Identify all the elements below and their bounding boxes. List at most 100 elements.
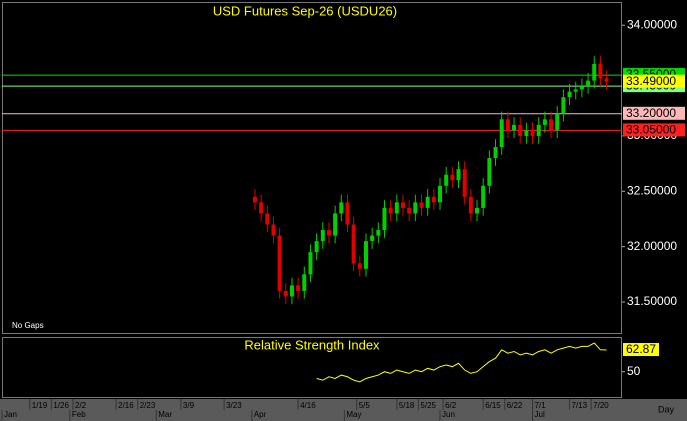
- candle-body: [425, 196, 430, 208]
- candle-body: [598, 63, 603, 79]
- month-tick-label: Jul: [535, 410, 545, 419]
- candle-body: [567, 91, 572, 98]
- candle-body: [518, 124, 523, 136]
- x-unit-label: Day: [658, 404, 675, 414]
- candle-body: [499, 119, 504, 148]
- x-tick-label: 1/26: [53, 401, 69, 410]
- candle-body: [333, 213, 338, 236]
- candle-body: [586, 80, 591, 87]
- candle-body: [549, 119, 554, 131]
- candle-body: [456, 169, 461, 181]
- candle-body: [351, 224, 356, 264]
- candle-body: [382, 207, 387, 231]
- x-tick-label: 5/18: [399, 401, 415, 410]
- month-tick-label: Jan: [4, 410, 17, 419]
- date-axis-band: [0, 399, 687, 421]
- candle-body: [475, 207, 480, 214]
- y-tick-label: 31.50000: [627, 294, 677, 308]
- candle-body: [438, 185, 443, 203]
- candle-body: [277, 235, 282, 291]
- x-tick-label: 2/16: [118, 401, 134, 410]
- candle-body: [530, 130, 535, 136]
- rsi-last-box: [623, 343, 659, 357]
- rsi-line: [316, 342, 607, 383]
- candle-body: [376, 230, 381, 236]
- x-tick-label: 7/1: [535, 401, 547, 410]
- price-line-label: 33.20000: [626, 106, 676, 120]
- rsi-panel: [2, 337, 622, 398]
- candle-body: [345, 202, 350, 225]
- candle-body: [326, 230, 331, 236]
- candle-body: [555, 113, 560, 131]
- annotation: No Gaps: [12, 321, 44, 330]
- x-tick-label: 6/2: [445, 401, 457, 410]
- x-tick-label: 7/20: [593, 401, 609, 410]
- chart-title: USD Futures Sep-26 (USDU26): [213, 3, 397, 18]
- price-panel: [2, 2, 622, 334]
- candle-body: [512, 124, 517, 131]
- candle-body: [357, 263, 362, 269]
- candle-body: [308, 252, 313, 275]
- month-tick-label: May: [346, 410, 361, 419]
- candle-body: [481, 185, 486, 208]
- candle-body: [283, 290, 288, 297]
- x-tick-label: 7/13: [572, 401, 588, 410]
- candle-body: [265, 213, 270, 225]
- month-tick-label: Mar: [158, 410, 172, 419]
- candle-body: [296, 285, 301, 291]
- candle-body: [394, 202, 399, 214]
- candle-body: [536, 124, 541, 136]
- candle-body: [487, 158, 492, 186]
- x-tick-label: 3/23: [226, 401, 242, 410]
- rsi-y-tick-label: 50: [627, 364, 641, 378]
- candle-body: [259, 202, 264, 214]
- candle-body: [400, 202, 405, 208]
- candle-body: [289, 285, 294, 297]
- candle-body: [252, 196, 257, 203]
- last-price-box: [623, 74, 685, 88]
- candle-body: [431, 196, 436, 203]
- candle-body: [407, 207, 412, 214]
- candle-body: [271, 224, 276, 236]
- candle-body: [370, 235, 375, 242]
- x-tick-label: 3/9: [183, 401, 195, 410]
- candle-body: [561, 97, 566, 114]
- candle-body: [363, 241, 368, 269]
- candle-body: [320, 230, 325, 242]
- x-tick-label: 1/19: [32, 401, 48, 410]
- candle-body: [505, 119, 510, 131]
- candle-body: [579, 86, 584, 90]
- month-tick-label: Feb: [72, 410, 86, 419]
- candle-body: [444, 174, 449, 186]
- candle-body: [493, 147, 498, 159]
- x-tick-label: 6/22: [507, 401, 523, 410]
- candle-body: [468, 196, 473, 214]
- x-tick-label: 5/5: [359, 401, 371, 410]
- candle-body: [450, 174, 455, 181]
- candle-body: [542, 119, 547, 125]
- x-tick-label: 2/2: [75, 401, 87, 410]
- candle-body: [604, 78, 609, 82]
- month-tick-label: Apr: [254, 410, 267, 419]
- candle-body: [462, 169, 467, 197]
- price-line-label-box: [623, 106, 685, 120]
- y-tick-label: 34.00000: [627, 17, 677, 31]
- candle-body: [419, 202, 424, 208]
- rsi-title: Relative Strength Index: [244, 337, 380, 352]
- rsi-last-label: 62.87: [626, 342, 656, 356]
- candle-body: [592, 63, 597, 81]
- x-tick-label: 4/16: [300, 401, 316, 410]
- last-price-label: 33.49000: [626, 74, 676, 88]
- price-line-label: 33.05000: [626, 123, 676, 137]
- x-tick-label: 6/15: [485, 401, 501, 410]
- y-tick-label: 32.00000: [627, 239, 677, 253]
- candle-body: [573, 89, 578, 92]
- candle-body: [339, 202, 344, 214]
- y-tick-label: 32.50000: [627, 183, 677, 197]
- x-tick-label: 2/23: [140, 401, 156, 410]
- month-tick-label: Jun: [442, 410, 455, 419]
- price-line-label-box: [623, 123, 685, 137]
- candle-body: [413, 202, 418, 214]
